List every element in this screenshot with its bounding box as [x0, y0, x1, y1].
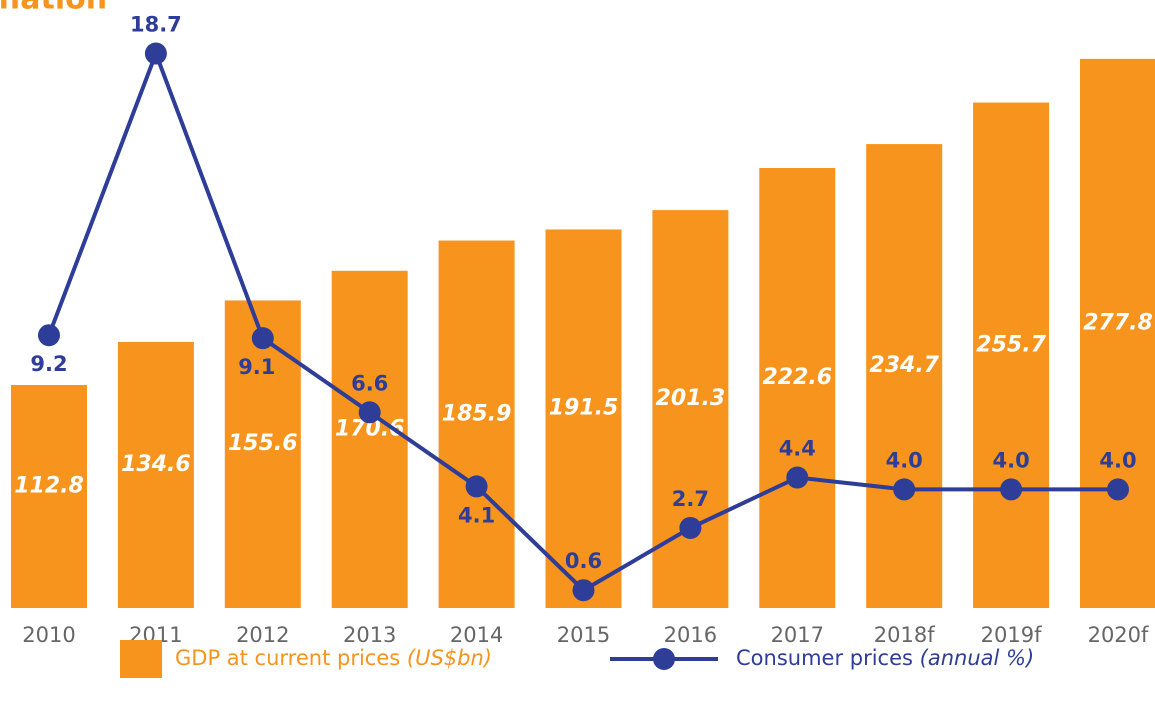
bar — [973, 102, 1050, 608]
line-label: 9.1 — [238, 355, 275, 379]
bar — [759, 167, 836, 608]
line-point — [679, 516, 702, 539]
bar-label: 112.8 — [14, 474, 84, 499]
line-label: 18.7 — [130, 13, 182, 37]
x-tick-label: 2012 — [236, 623, 289, 647]
bar — [11, 385, 87, 608]
bar — [1080, 58, 1155, 608]
x-tick-label: 2013 — [343, 623, 396, 647]
x-tick-label: 2017 — [771, 623, 824, 647]
bar-label: 185.9 — [442, 401, 512, 426]
line-point — [572, 579, 595, 602]
bar-label: 277.8 — [1083, 310, 1153, 335]
legend-marker — [653, 648, 675, 670]
x-tick-label: 2016 — [664, 623, 717, 647]
bar — [117, 341, 194, 608]
line-label: 4.0 — [1099, 448, 1136, 472]
legend-swatch — [120, 640, 162, 678]
x-tick-label: 2018f — [874, 623, 935, 647]
bar — [331, 270, 408, 608]
line-label: 4.1 — [458, 503, 495, 527]
line-point — [465, 475, 488, 498]
x-tick-label: 2019f — [981, 623, 1042, 647]
line-point — [144, 42, 167, 65]
bar — [545, 229, 622, 609]
legend-label: Consumer prices (annual %) — [736, 646, 1034, 670]
line-point — [251, 327, 274, 350]
bar-label: 134.6 — [121, 452, 191, 477]
line-point — [1107, 478, 1129, 501]
line-label: 4.0 — [992, 448, 1029, 472]
bar — [224, 300, 301, 608]
line-label: 4.0 — [886, 448, 923, 472]
legend-unit: (annual %) — [920, 646, 1035, 670]
chart-title: flation — [0, 0, 107, 17]
x-tick-label: 2015 — [557, 623, 610, 647]
bar-label: 255.7 — [976, 332, 1046, 357]
line-label: 0.6 — [565, 549, 602, 573]
x-tick-label: 2020f — [1088, 623, 1149, 647]
legend-name: GDP at current prices — [175, 646, 400, 670]
line-point — [1000, 478, 1023, 501]
line-point — [358, 401, 381, 424]
bar-label: 234.7 — [869, 353, 939, 378]
line-label: 2.7 — [672, 487, 709, 511]
line-point — [38, 324, 60, 347]
legend-unit: (US$bn) — [407, 646, 492, 670]
x-tick-label: 2010 — [22, 623, 75, 647]
line-point — [893, 478, 916, 501]
bar — [866, 144, 943, 608]
line-label: 4.4 — [779, 437, 816, 461]
bar-label: 201.3 — [656, 386, 726, 411]
bar-label: 222.6 — [763, 365, 833, 390]
line-label: 6.6 — [351, 371, 388, 395]
bar-label: 191.5 — [549, 396, 619, 421]
legend-label: GDP at current prices (US$bn) — [175, 646, 492, 670]
legend-name: Consumer prices — [736, 646, 913, 670]
line-label: 9.2 — [30, 352, 67, 376]
x-tick-label: 2014 — [450, 623, 503, 647]
line-point — [786, 466, 809, 489]
bar-label: 155.6 — [228, 431, 298, 456]
bar — [438, 240, 515, 609]
